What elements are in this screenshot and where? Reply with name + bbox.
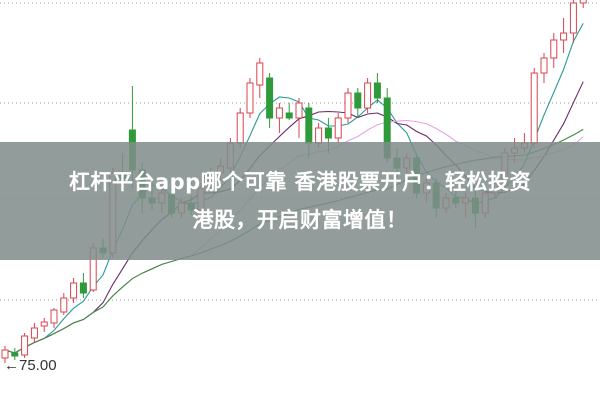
candle-up — [550, 39, 558, 59]
candle-up — [295, 102, 303, 119]
candle-up — [1, 349, 9, 359]
candle-up — [60, 297, 68, 313]
candle-up — [364, 82, 372, 109]
candle-up — [246, 82, 254, 114]
title-banner: 杠杆平台app哪个可靠 香港股票开户：轻松投资 港股，开启财富增值！ — [0, 142, 600, 260]
candle-up — [21, 335, 29, 356]
title-line-2: 港股，开启财富增值！ — [192, 208, 408, 232]
low-price-marker: ←75.00 — [4, 357, 57, 374]
candle-up — [560, 32, 568, 41]
candle-up — [275, 107, 283, 119]
candle-down — [266, 77, 274, 119]
candle-up — [70, 282, 78, 299]
candle-up — [344, 92, 352, 119]
candle-down — [11, 352, 19, 357]
candle-up — [569, 2, 577, 34]
title-line-1: 杠杆平台app哪个可靠 香港股票开户：轻松投资 — [68, 170, 532, 194]
candle-down — [305, 107, 313, 144]
candle-down — [324, 127, 332, 139]
candle-up — [256, 62, 264, 86]
candle-up — [40, 321, 48, 327]
candle-up — [236, 112, 244, 144]
candle-up — [315, 127, 323, 144]
candle-up — [334, 117, 342, 139]
candle-up — [50, 309, 58, 324]
candle-up — [540, 57, 548, 74]
candle-down — [79, 282, 87, 294]
candle-down — [354, 92, 362, 109]
candle-up — [30, 327, 38, 339]
candle-up — [530, 72, 538, 144]
candle-down — [285, 112, 293, 119]
candle-up — [579, 0, 587, 4]
candle-down — [373, 82, 381, 99]
